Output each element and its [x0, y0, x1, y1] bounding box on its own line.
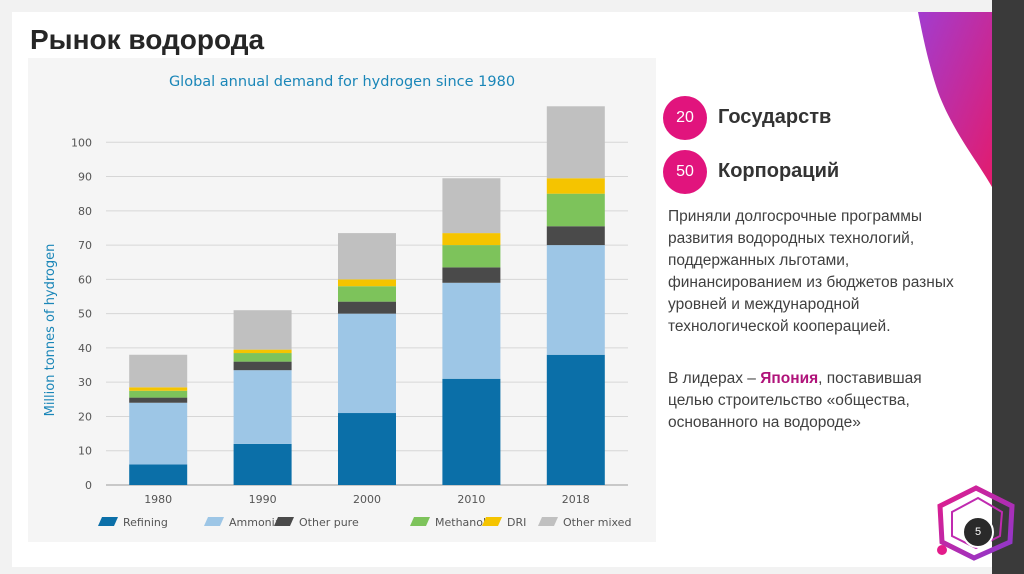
bar-segment: [129, 402, 188, 465]
y-tick-label: 50: [78, 308, 92, 321]
stat-20-label: Государств: [718, 106, 832, 128]
bar-segment: [546, 226, 605, 246]
y-tick-label: 60: [78, 273, 92, 286]
leaders-highlight-japan: Япония: [760, 370, 819, 387]
legend-label: Ammonia: [229, 516, 281, 529]
y-tick-label: 90: [78, 171, 92, 184]
bar-segment: [233, 310, 292, 350]
leaders-suffix: , поставившая целью строительство «общес…: [668, 370, 922, 431]
bar-segment: [233, 349, 292, 354]
bar-segment: [233, 370, 292, 444]
bar-segment: [129, 354, 188, 388]
bar-segment: [338, 301, 396, 314]
y-axis-label: Million tonnes of hydrogen: [43, 244, 58, 417]
bar-segment: [442, 267, 501, 283]
x-tick-label: 1980: [144, 493, 172, 506]
bar-segment: [233, 353, 292, 362]
bar-segment: [546, 193, 605, 227]
legend-swatch: [538, 517, 558, 526]
bar-segment: [546, 245, 605, 355]
right-dark-strip: [992, 0, 1024, 574]
x-tick-label: 2010: [457, 493, 485, 506]
bar-segment: [338, 279, 396, 287]
x-tick-label: 2018: [562, 493, 590, 506]
page-number: 5: [962, 516, 994, 548]
programs-paragraph: Приняли долгосрочные программы развития …: [668, 208, 954, 335]
legend-swatch: [410, 517, 430, 526]
y-tick-label: 10: [78, 445, 92, 458]
bar-segment: [442, 233, 501, 246]
legend-label: DRI: [507, 516, 526, 529]
y-tick-label: 70: [78, 239, 92, 252]
x-tick-labels: 1980 1990 2000 2010 2018: [144, 493, 590, 506]
leaders-prefix: В лидерах –: [668, 370, 761, 387]
legend-swatch: [204, 517, 224, 526]
stat-50-label: Корпораций: [718, 160, 840, 182]
bar-segment: [442, 378, 501, 485]
hydrogen-demand-chart: Global annual demand for hydrogen since …: [43, 74, 631, 529]
stat-20-circle: 20: [663, 96, 707, 140]
bar-segment: [442, 282, 501, 379]
x-tick-label: 2000: [353, 493, 381, 506]
chart-panel: Global annual demand for hydrogen since …: [28, 58, 656, 542]
bar-segment: [338, 286, 396, 302]
bar-segment: [129, 387, 188, 391]
chart-legend: Refining Ammonia Other pure Methanol DRI Othe…: [98, 516, 631, 529]
decorative-shape-bottom: [937, 485, 1015, 561]
y-tick-label: 80: [78, 205, 92, 218]
legend-label: Other mixed: [563, 516, 631, 529]
bar-segment: [233, 361, 292, 371]
legend-label: Other pure: [299, 516, 359, 529]
bar-segment: [546, 106, 605, 179]
legend-label: Refining: [123, 516, 168, 529]
y-tick-labels: 0 10 20 30 40 50 60 70 80 90 100: [71, 136, 92, 492]
bar-segment: [338, 233, 396, 280]
bar-segment: [546, 354, 605, 485]
y-tick-label: 30: [78, 376, 92, 389]
y-tick-label: 20: [78, 410, 92, 423]
y-tick-label: 100: [71, 136, 92, 149]
legend-label: Methanol: [435, 516, 486, 529]
bar-segment: [129, 390, 188, 398]
legend-swatch: [274, 517, 294, 526]
bar-segment: [442, 245, 501, 268]
bar-segment: [442, 178, 501, 234]
leaders-paragraph: В лидерах – Япония, поставившая целью ст…: [668, 368, 968, 434]
slide-title: Рынок водорода: [30, 24, 265, 55]
y-tick-label: 40: [78, 342, 92, 355]
chart-title: Global annual demand for hydrogen since …: [169, 74, 515, 90]
bar-segment: [233, 443, 292, 485]
y-tick-label: 0: [85, 479, 92, 492]
bar-segment: [129, 397, 188, 403]
bar-segment: [338, 313, 396, 414]
stat-50-circle: 50: [663, 150, 707, 194]
legend-swatch: [98, 517, 118, 526]
x-tick-label: 1990: [249, 493, 277, 506]
decorative-shape-top: [918, 12, 992, 187]
bar-segment: [129, 464, 188, 485]
bar-segment: [338, 413, 396, 485]
legend-swatch: [482, 517, 502, 526]
bar-segment: [546, 178, 605, 194]
bar-stacks: [129, 106, 605, 485]
